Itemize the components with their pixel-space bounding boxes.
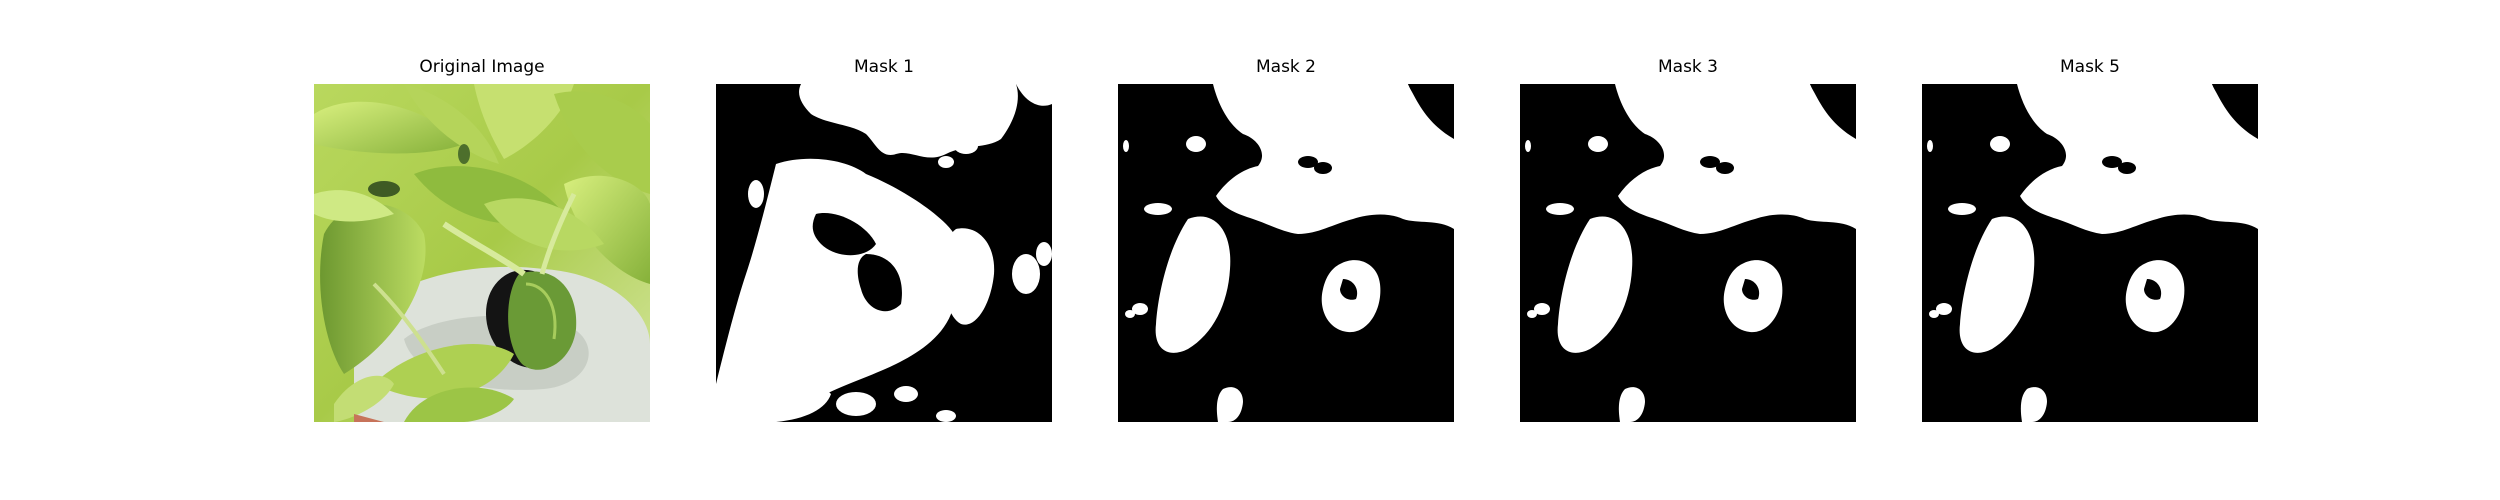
original-image-illustration (314, 84, 650, 422)
panel-title-original-image: Original Image (419, 57, 545, 77)
mask-3-image (1520, 84, 1856, 422)
mask-1-image (716, 84, 1052, 422)
panel-title-mask-3: Mask 3 (1657, 57, 1718, 77)
original-image (314, 84, 650, 422)
mask-5-image (1922, 84, 2258, 422)
mask-2-illustration (1118, 84, 1454, 422)
mask-1-illustration (716, 84, 1052, 422)
panel-title-mask-1: Mask 1 (853, 57, 914, 77)
panel-title-mask-5: Mask 5 (2059, 57, 2120, 77)
mask-2-image (1118, 84, 1454, 422)
panel-title-mask-2: Mask 2 (1255, 57, 1316, 77)
mask-5-illustration (1922, 84, 2258, 422)
mask-3-illustration (1520, 84, 1856, 422)
